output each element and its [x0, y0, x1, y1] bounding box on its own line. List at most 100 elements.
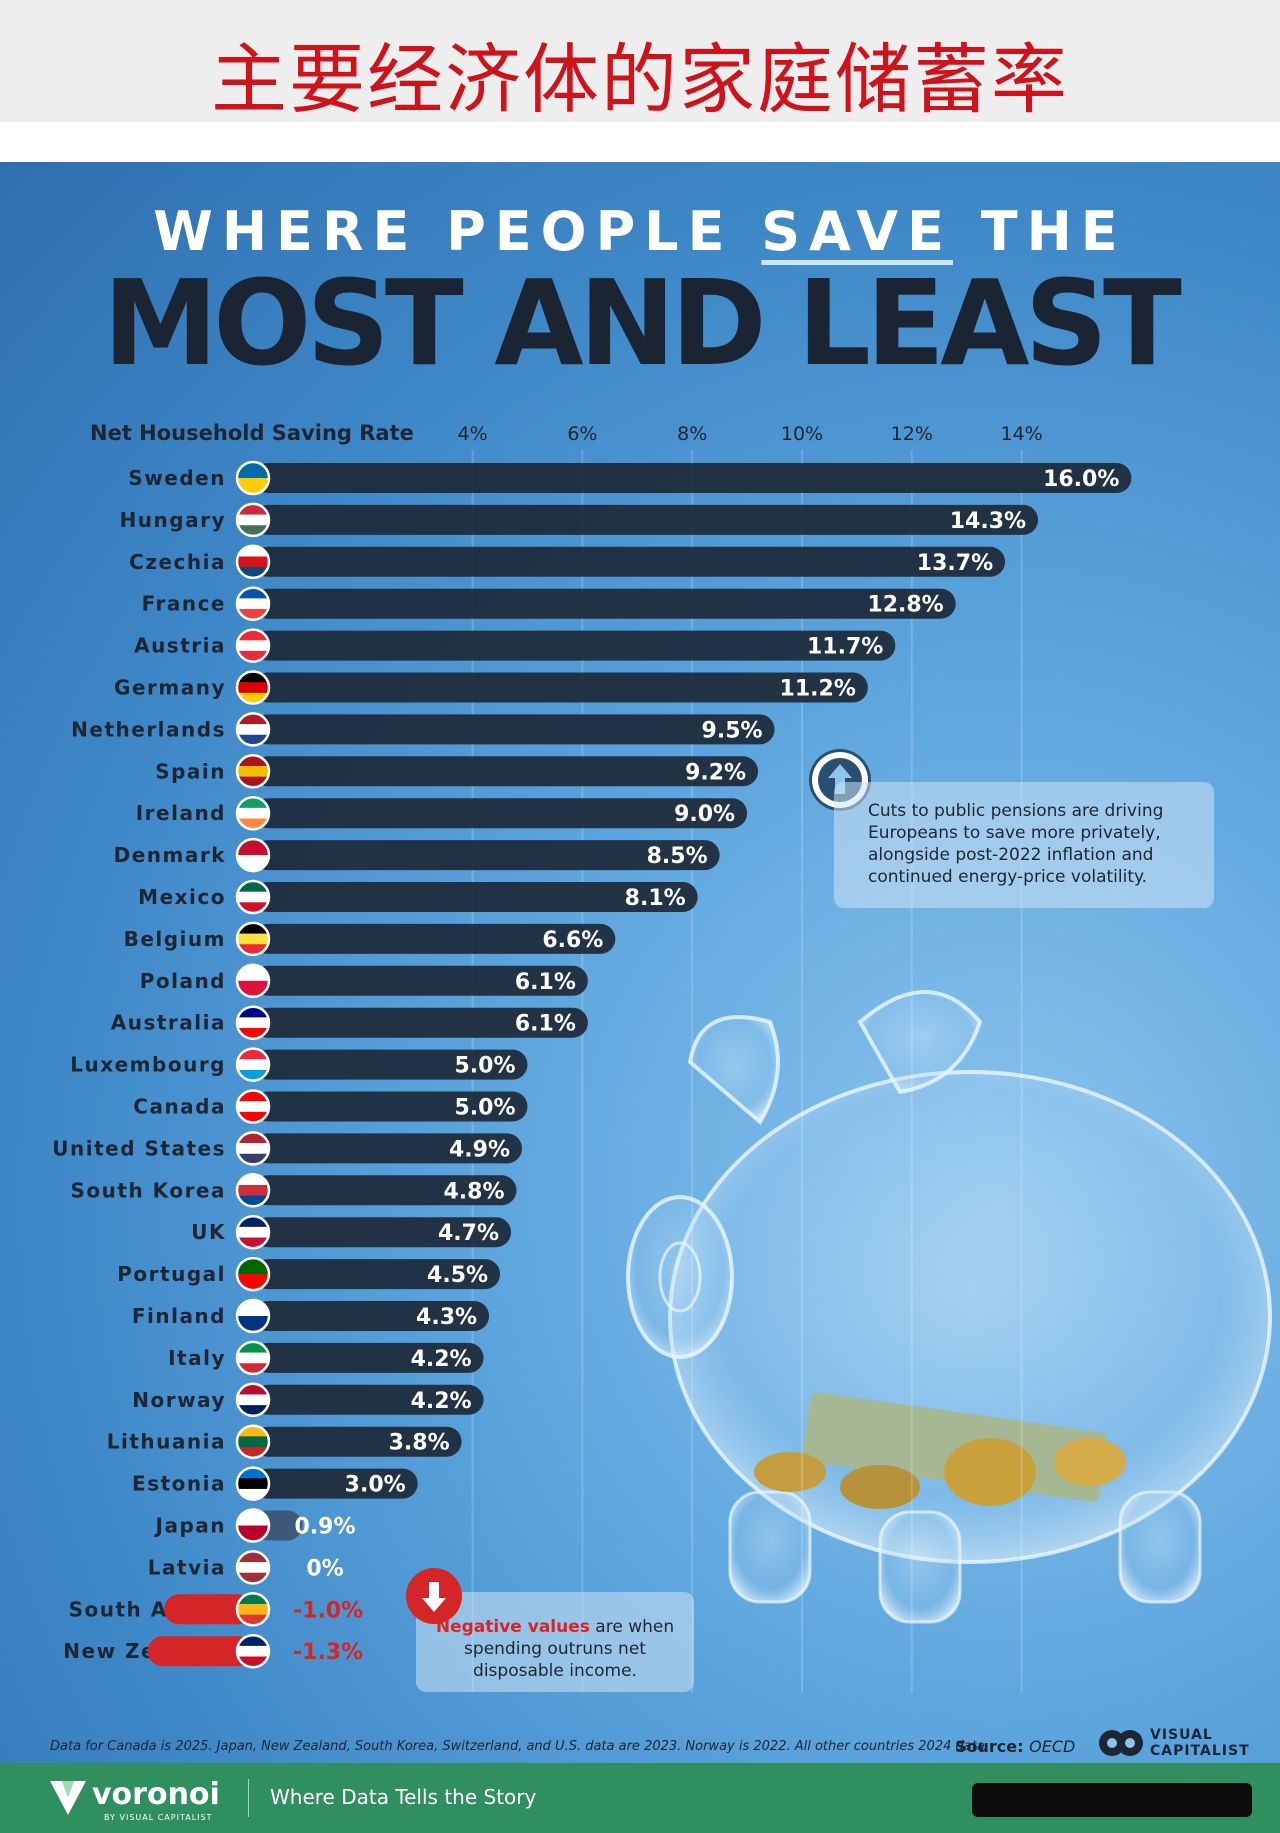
bar-rows: Sweden 16.0% Hungary 14.3% Czechia 13.7% Franc…	[52, 460, 1132, 1669]
value-label: 4.2%	[411, 1389, 472, 1414]
flag-icon	[235, 460, 271, 496]
country-label: Finland	[132, 1304, 226, 1328]
bar	[253, 588, 956, 619]
bar	[253, 1259, 501, 1290]
bar	[253, 630, 896, 661]
country-label: Poland	[140, 969, 226, 993]
footnote: Data for Canada is 2025. Japan, New Zeal…	[50, 1739, 989, 1754]
flag-icon	[235, 1256, 271, 1292]
bar-row: Denmark 8.5%	[114, 837, 720, 873]
bar	[253, 1175, 517, 1206]
flag-icon	[235, 921, 271, 957]
value-label: 9.2%	[685, 760, 746, 785]
footer-tagline: Where Data Tells the Story	[270, 1785, 537, 1809]
bar	[253, 714, 775, 745]
value-label: 5.0%	[454, 1096, 515, 1121]
voronoi-logo-icon	[50, 1781, 86, 1815]
bar	[253, 798, 748, 829]
bar-row: New Zealand -1.3%	[63, 1633, 363, 1669]
value-label: 0%	[306, 1556, 343, 1581]
country-label: Denmark	[114, 843, 226, 867]
country-label: Mexico	[138, 885, 226, 909]
country-label: Australia	[111, 1011, 226, 1035]
bar	[253, 923, 616, 954]
country-label: Belgium	[124, 927, 226, 951]
country-label: United States	[52, 1136, 226, 1160]
flag-icon	[235, 795, 271, 831]
bar	[253, 1342, 484, 1373]
value-label: -1.3%	[293, 1640, 363, 1665]
x-tick-label: 6%	[567, 423, 597, 445]
source-label: Source:	[955, 1737, 1024, 1756]
bar-row: Italy 4.2%	[168, 1340, 484, 1376]
infographic: WHERE PEOPLE SAVE THE MOST AND LEAST	[0, 162, 1280, 1833]
country-label: Czechia	[129, 550, 226, 574]
visual-capitalist-logo: VISUAL CAPITALIST	[1098, 1725, 1258, 1765]
value-label: 16.0%	[1043, 467, 1119, 492]
value-label: 11.7%	[807, 635, 883, 660]
scribble-mark	[972, 1783, 1252, 1817]
flag-icon	[235, 1298, 271, 1334]
flag-icon	[235, 1089, 271, 1124]
negative-bar	[164, 1594, 253, 1625]
bar-row: Austria 11.7%	[134, 628, 896, 663]
bar	[253, 672, 868, 703]
bar-row: Ireland 9.0%	[136, 795, 748, 831]
visual-capitalist-icon	[1099, 1730, 1143, 1756]
value-label: 8.1%	[625, 886, 686, 911]
bar-row: Czechia 13.7%	[129, 544, 1006, 580]
banner-title: 主要经济体的家庭储蓄率	[211, 35, 1069, 124]
bar-row: Mexico 8.1%	[138, 879, 698, 915]
bar-row: Poland 6.1%	[140, 963, 588, 999]
country-label: France	[142, 592, 226, 616]
headline-highlight: SAVE	[761, 200, 953, 263]
value-label: 6.6%	[542, 928, 603, 953]
country-label: Lithuania	[107, 1430, 226, 1454]
bar-row: South Africa -1.0%	[69, 1592, 363, 1627]
headline-line1: WHERE PEOPLE SAVE THE	[0, 200, 1280, 263]
bar-row: Estonia 3.0%	[132, 1466, 418, 1501]
country-label: Germany	[114, 676, 226, 700]
flag-icon	[235, 586, 271, 621]
value-label: 14.3%	[950, 509, 1026, 534]
bar-row: Hungary 14.3%	[120, 502, 1039, 538]
bar	[253, 965, 588, 996]
logo-text: VISUAL CAPITALIST	[1150, 1727, 1250, 1759]
flag-icon	[235, 1424, 271, 1459]
pensions-annotation: Cuts to public pensions are driving Euro…	[834, 782, 1214, 908]
bar-row: Spain 9.2%	[155, 754, 759, 789]
country-label: Sweden	[128, 466, 226, 490]
x-axis-ticks: 4% 6% 8% 10% 12% 14%	[458, 423, 1043, 445]
x-tick-label: 14%	[1000, 423, 1042, 445]
flag-icon	[235, 1382, 271, 1418]
flag-icon	[235, 1340, 271, 1376]
bar	[253, 1468, 418, 1499]
bar	[253, 1091, 528, 1122]
value-label: -1.0%	[293, 1598, 363, 1623]
source-value: OECD	[1029, 1737, 1076, 1756]
headline-part1: WHERE PEOPLE	[153, 200, 762, 263]
country-label: Spain	[155, 759, 226, 783]
negative-values-highlight: Negative values	[435, 1617, 590, 1637]
value-label: 9.5%	[702, 718, 763, 743]
bar-chart: 4% 6% 8% 10% 12% 14% Net Household Saving Rat…	[52, 421, 1272, 1694]
value-label: 4.2%	[411, 1347, 472, 1372]
negative-values-text: are when spending outruns net disposable…	[464, 1617, 675, 1681]
value-label: 12.8%	[867, 593, 943, 618]
flag-icon	[235, 712, 271, 747]
bar-row: Latvia 0%	[148, 1550, 344, 1585]
flag-icon	[235, 1214, 271, 1250]
bar-row: Finland 4.3%	[132, 1298, 490, 1334]
x-tick-label: 4%	[458, 423, 488, 445]
voronoi-sub: BY VISUAL CAPITALIST	[104, 1813, 213, 1822]
bar-row: Luxembourg 5.0%	[70, 1047, 528, 1082]
country-label: Estonia	[132, 1472, 226, 1496]
bar	[253, 504, 1039, 535]
flag-icon	[235, 963, 271, 999]
bar-row: Sweden 16.0%	[128, 460, 1132, 496]
flag-icon	[235, 1633, 271, 1669]
flag-icon	[235, 1508, 271, 1543]
flag-icon	[235, 670, 271, 705]
flag-icon	[235, 544, 271, 580]
flag-icon	[235, 1131, 271, 1166]
